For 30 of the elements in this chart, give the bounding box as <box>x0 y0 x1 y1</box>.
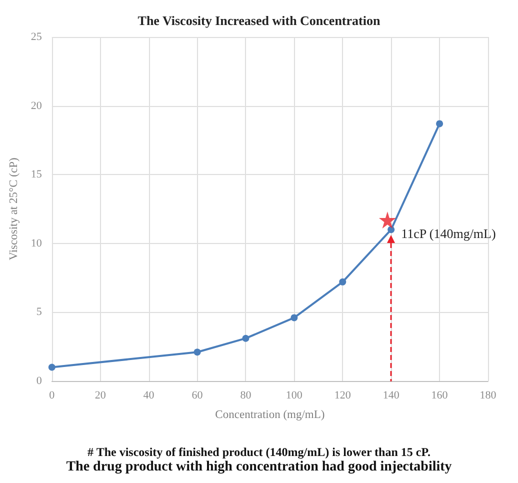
x-tick-label: 180 <box>480 390 497 402</box>
y-tick-label: 5 <box>36 306 42 318</box>
y-tick-label: 15 <box>30 168 42 181</box>
x-tick-label: 120 <box>334 390 352 402</box>
point <box>436 120 444 128</box>
annotation: 11cP (140mg/mL) <box>401 226 496 242</box>
point <box>290 314 298 322</box>
x-tick-label: 40 <box>143 390 155 402</box>
y-tick-label: 25 <box>30 31 42 43</box>
point <box>388 226 395 234</box>
x-tick-label: 0 <box>49 390 56 402</box>
point <box>339 278 346 286</box>
text: The drug product with high concentration had good injectability <box>66 460 452 474</box>
y-tick-label: 10 <box>30 237 42 250</box>
point <box>378 212 396 229</box>
x-tick-label: 140 <box>382 390 400 402</box>
x-axis-title: Concentration (mg/mL) <box>215 409 325 421</box>
chart-title: The Viscosity Increased with Concentration <box>138 13 381 28</box>
x-tick-label: 20 <box>94 390 106 402</box>
x-tick-label: 100 <box>286 390 303 402</box>
y-tick-label: 0 <box>36 375 42 387</box>
y-axis-title: Viscosity at 25°C (cP) <box>8 158 20 260</box>
point <box>48 364 56 371</box>
x-tick-label: 80 <box>240 390 252 402</box>
y-tick-label: 20 <box>30 100 42 112</box>
x-tick-label: 160 <box>431 390 448 402</box>
text: # The viscosity of finished product (140mg/mL) is lower than 15 cP. <box>88 445 430 459</box>
point <box>194 348 201 356</box>
point <box>242 334 250 342</box>
x-tick-label: 60 <box>192 390 204 402</box>
